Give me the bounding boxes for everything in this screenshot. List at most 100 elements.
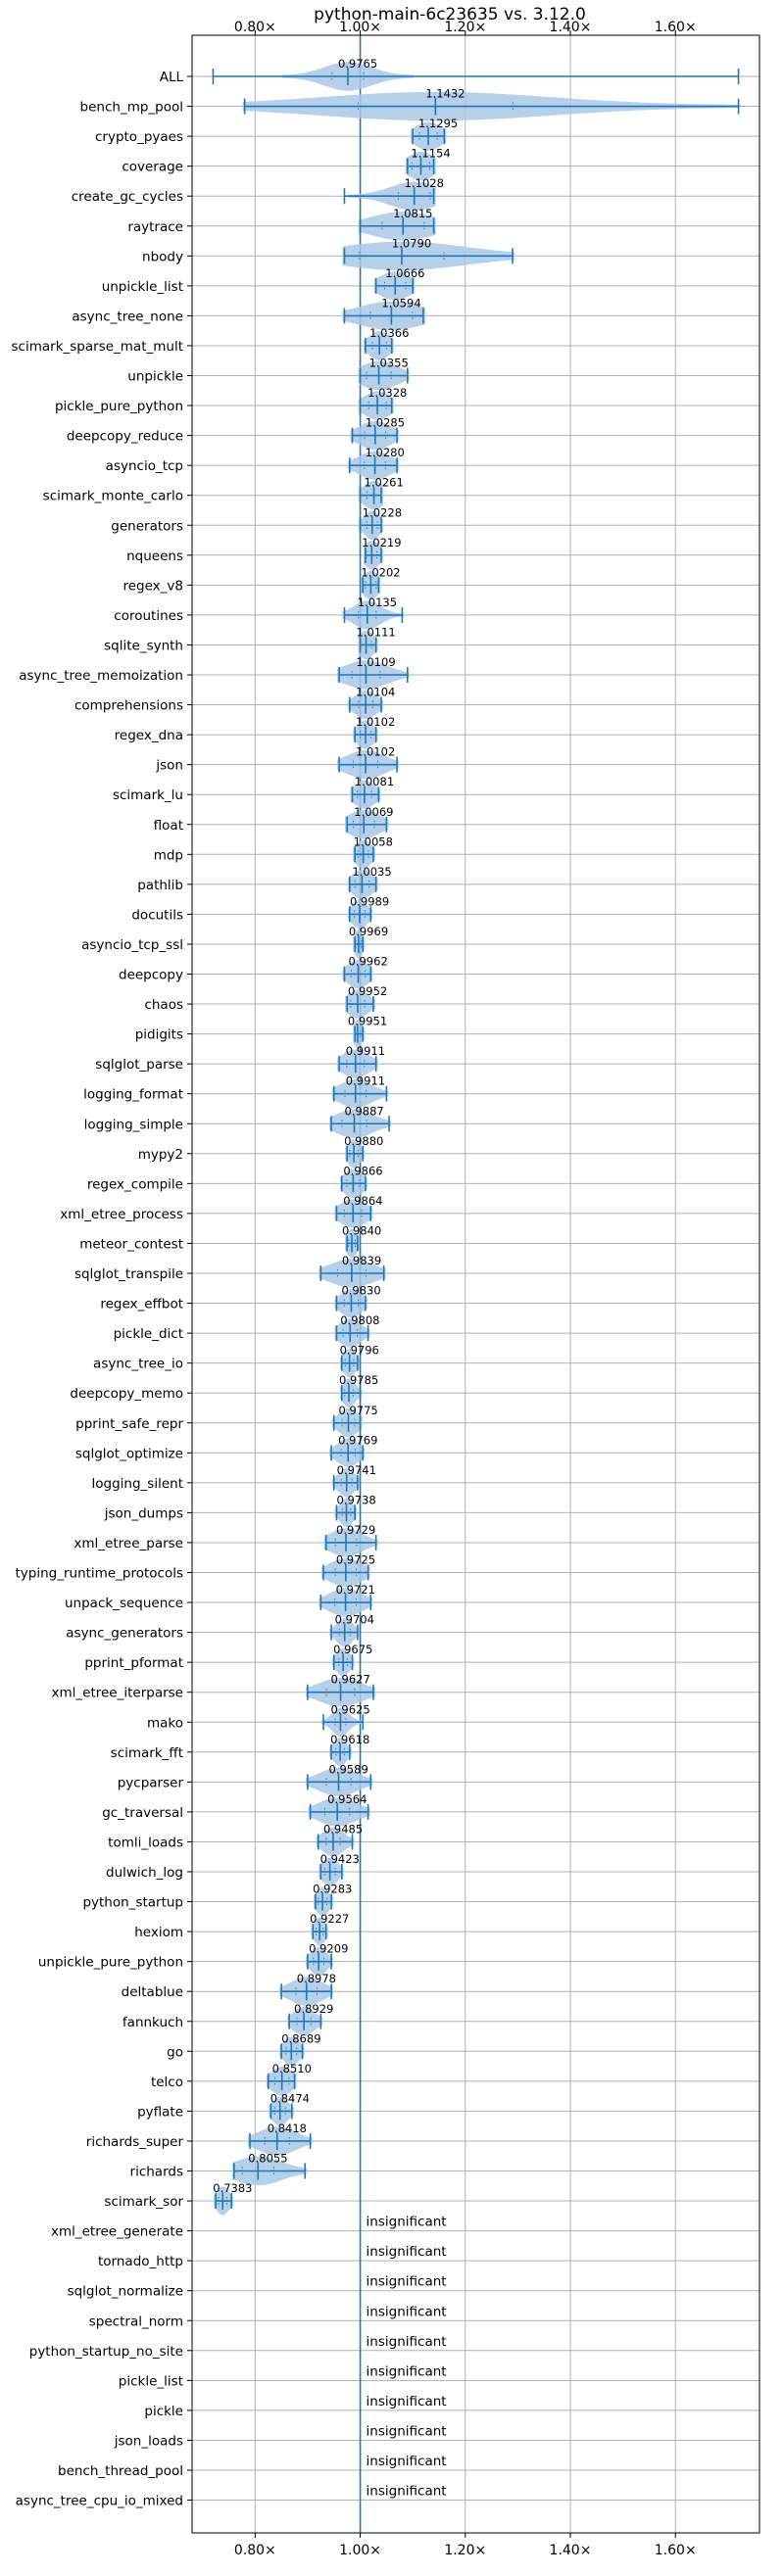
benchmark-label: logging_simple [84,1117,183,1132]
benchmark-label: pycparser [118,1775,184,1790]
benchmark-label: json_loads [114,2433,183,2449]
value-label: 1.0058 [354,835,393,848]
value-label: 0.9618 [330,1733,369,1746]
benchmark-label: sqlglot_normalize [68,2284,183,2300]
benchmark-label: chaos [144,997,183,1013]
value-label: 0.9911 [346,1074,385,1088]
benchmark-label: regex_dna [115,728,183,743]
x-tick-label-top: 0.80× [234,20,276,35]
benchmark-label: richards [130,2165,183,2180]
benchmark-label: deepcopy_reduce [67,429,183,445]
benchmark-label: json_dumps [104,1505,183,1521]
value-label: 0.9704 [335,1613,374,1627]
benchmark-label: comprehensions [74,698,183,714]
benchmark-label: crypto_pyaes [95,129,183,145]
value-label: 1.0219 [362,536,401,549]
value-label: 0.9564 [327,1792,367,1806]
value-label: 0.9951 [348,1015,387,1028]
label-layer: 0.9765 1.1432 1.1295 1.1154 1.1028 1.0815 1.07… [213,57,465,2500]
value-label: 1.1295 [418,117,458,130]
x-tick-label-top: 1.60× [655,20,697,35]
value-label: 0.9227 [310,1912,349,1926]
insignificant-label: insignificant [367,2394,447,2409]
value-label: 0.9796 [340,1344,379,1358]
value-label: 0.8055 [248,2152,287,2166]
benchmark-label: pickle_dict [114,1326,183,1342]
benchmark-label: pprint_pformat [84,1655,183,1671]
value-label: 1.1028 [405,176,444,190]
benchmark-label: nbody [142,249,183,264]
value-label: 1.0815 [393,207,432,220]
value-label: 1.0328 [368,386,407,400]
value-label: 1.0790 [392,236,431,250]
value-label: 0.9864 [343,1194,382,1208]
benchmark-label: mako [147,1715,183,1731]
value-label: 0.9962 [349,955,388,969]
value-label: 0.9840 [342,1223,381,1237]
benchmark-label: sqlglot_optimize [75,1446,183,1461]
benchmark-label: xml_etree_iterparse [52,1686,184,1701]
benchmark-label: hexiom [134,1925,183,1940]
benchmark-label: go [167,2044,183,2060]
value-label: 0.9887 [344,1104,383,1118]
benchmark-label: deepcopy [119,968,183,983]
benchmark-label: raytrace [127,219,183,235]
benchmark-label: xml_etree_generate [51,2224,183,2240]
value-label: 0.9209 [309,1942,348,1956]
value-label: 1.0285 [366,416,405,430]
benchmark-label: sqlglot_parse [95,1057,183,1073]
benchmark-label: logging_silent [92,1476,183,1492]
insignificant-label: insignificant [367,2363,447,2379]
benchmark-label: pickle_pure_python [55,399,183,414]
benchmark-label: tornado_http [98,2254,183,2269]
benchmark-label: ALL [160,70,184,85]
value-label: 0.8474 [270,2091,310,2105]
benchmark-label: telco [151,2075,183,2090]
insignificant-label: insignificant [367,2304,447,2319]
x-tick-label-top: 1.20× [444,20,486,35]
benchmark-label: regex_effbot [100,1297,183,1312]
x-tick-label-bottom: 1.60× [655,2543,697,2558]
value-label: 0.9880 [344,1134,383,1148]
benchmark-label: richards_super [86,2134,184,2150]
value-label: 0.9729 [336,1523,375,1537]
value-label: 1.0135 [358,596,397,609]
value-label: 1.0102 [356,715,395,729]
value-label: 1.0280 [366,446,405,459]
insignificant-label: insignificant [367,2484,447,2500]
benchmark-label: python_startup_no_site [29,2344,183,2360]
benchmark-label: bench_thread_pool [58,2463,183,2479]
value-label: 1.0202 [361,565,400,579]
benchmark-label: unpickle_pure_python [38,1955,183,1971]
value-label: 0.9765 [338,57,377,71]
value-label: 0.9769 [338,1433,377,1447]
benchmark-label: fannkuch [122,2015,183,2030]
benchmark-label: deltablue [122,1984,183,2000]
benchmark-label: float [154,818,183,834]
value-label: 1.0228 [363,505,402,519]
x-tick-label-bottom: 1.20× [444,2543,486,2558]
benchmark-label: unpack_sequence [65,1596,183,1611]
value-label: 1.0035 [352,865,391,879]
benchmark-label: python_startup [82,1895,183,1911]
value-label: 0.9969 [349,925,388,938]
value-label: 0.9775 [338,1404,377,1417]
benchmark-label: async_generators [66,1626,183,1642]
value-label: 0.9911 [346,1044,385,1058]
benchmark-label: create_gc_cycles [72,189,183,205]
value-label: 1.0081 [355,775,394,788]
value-label: 0.9485 [323,1822,363,1836]
plot-frame [191,34,760,2534]
value-label: 1.1154 [411,147,450,161]
value-label: 0.9741 [337,1463,376,1477]
value-label: 1.1432 [425,87,465,101]
value-label: 0.9785 [339,1373,378,1387]
value-label: 1.0355 [369,357,409,370]
benchmark-label: unpickle_list [102,279,183,295]
value-label: 1.0104 [356,686,395,699]
benchmark-label: pickle [144,2404,183,2419]
violin-layer [212,35,741,2533]
benchmark-label: sqlite_synth [104,638,183,653]
insignificant-label: insignificant [367,2423,447,2439]
benchmark-label: async_tree_io [93,1357,183,1372]
